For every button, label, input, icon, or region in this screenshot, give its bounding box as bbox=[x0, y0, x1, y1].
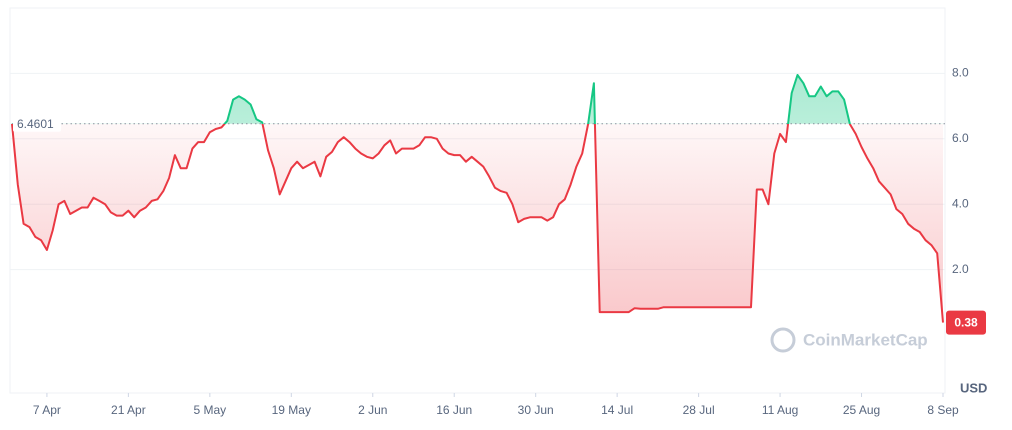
y-tick-label: 4.0 bbox=[952, 196, 969, 210]
x-tick-label: 16 Jun bbox=[436, 403, 472, 417]
watermark: CoinMarketCap bbox=[770, 327, 928, 353]
price-line bbox=[11, 74, 944, 323]
x-tick-label: 25 Aug bbox=[843, 403, 880, 417]
x-tick-label: 7 Apr bbox=[33, 403, 61, 417]
baseline-label: 6.4601 bbox=[17, 117, 54, 131]
baseline-label-bg bbox=[13, 115, 61, 132]
watermark-text: CoinMarketCap bbox=[803, 330, 928, 349]
y-tick-label: 2.0 bbox=[952, 262, 969, 276]
plot-frame bbox=[9, 7, 946, 394]
area-fill bbox=[12, 75, 943, 323]
x-tick-label: 8 Sep bbox=[927, 403, 959, 417]
x-tick-label: 14 Jul bbox=[601, 403, 633, 417]
x-tick-label: 5 May bbox=[193, 403, 226, 417]
x-tick-label: 30 Jun bbox=[518, 403, 554, 417]
currency-label: USD bbox=[960, 380, 987, 395]
last-value-label: 0.38 bbox=[954, 316, 978, 330]
watermark-logo bbox=[770, 327, 796, 353]
x-tick-label: 21 Apr bbox=[111, 403, 146, 417]
last-value-bg bbox=[946, 310, 986, 335]
y-tick-label: 8.0 bbox=[952, 66, 969, 80]
x-tick-label: 28 Jul bbox=[683, 403, 715, 417]
y-tick-label: 6.0 bbox=[952, 131, 969, 145]
x-tick-label: 11 Aug bbox=[762, 403, 798, 417]
x-tick-label: 2 Jun bbox=[358, 403, 387, 417]
x-tick-label: 19 May bbox=[272, 403, 311, 417]
